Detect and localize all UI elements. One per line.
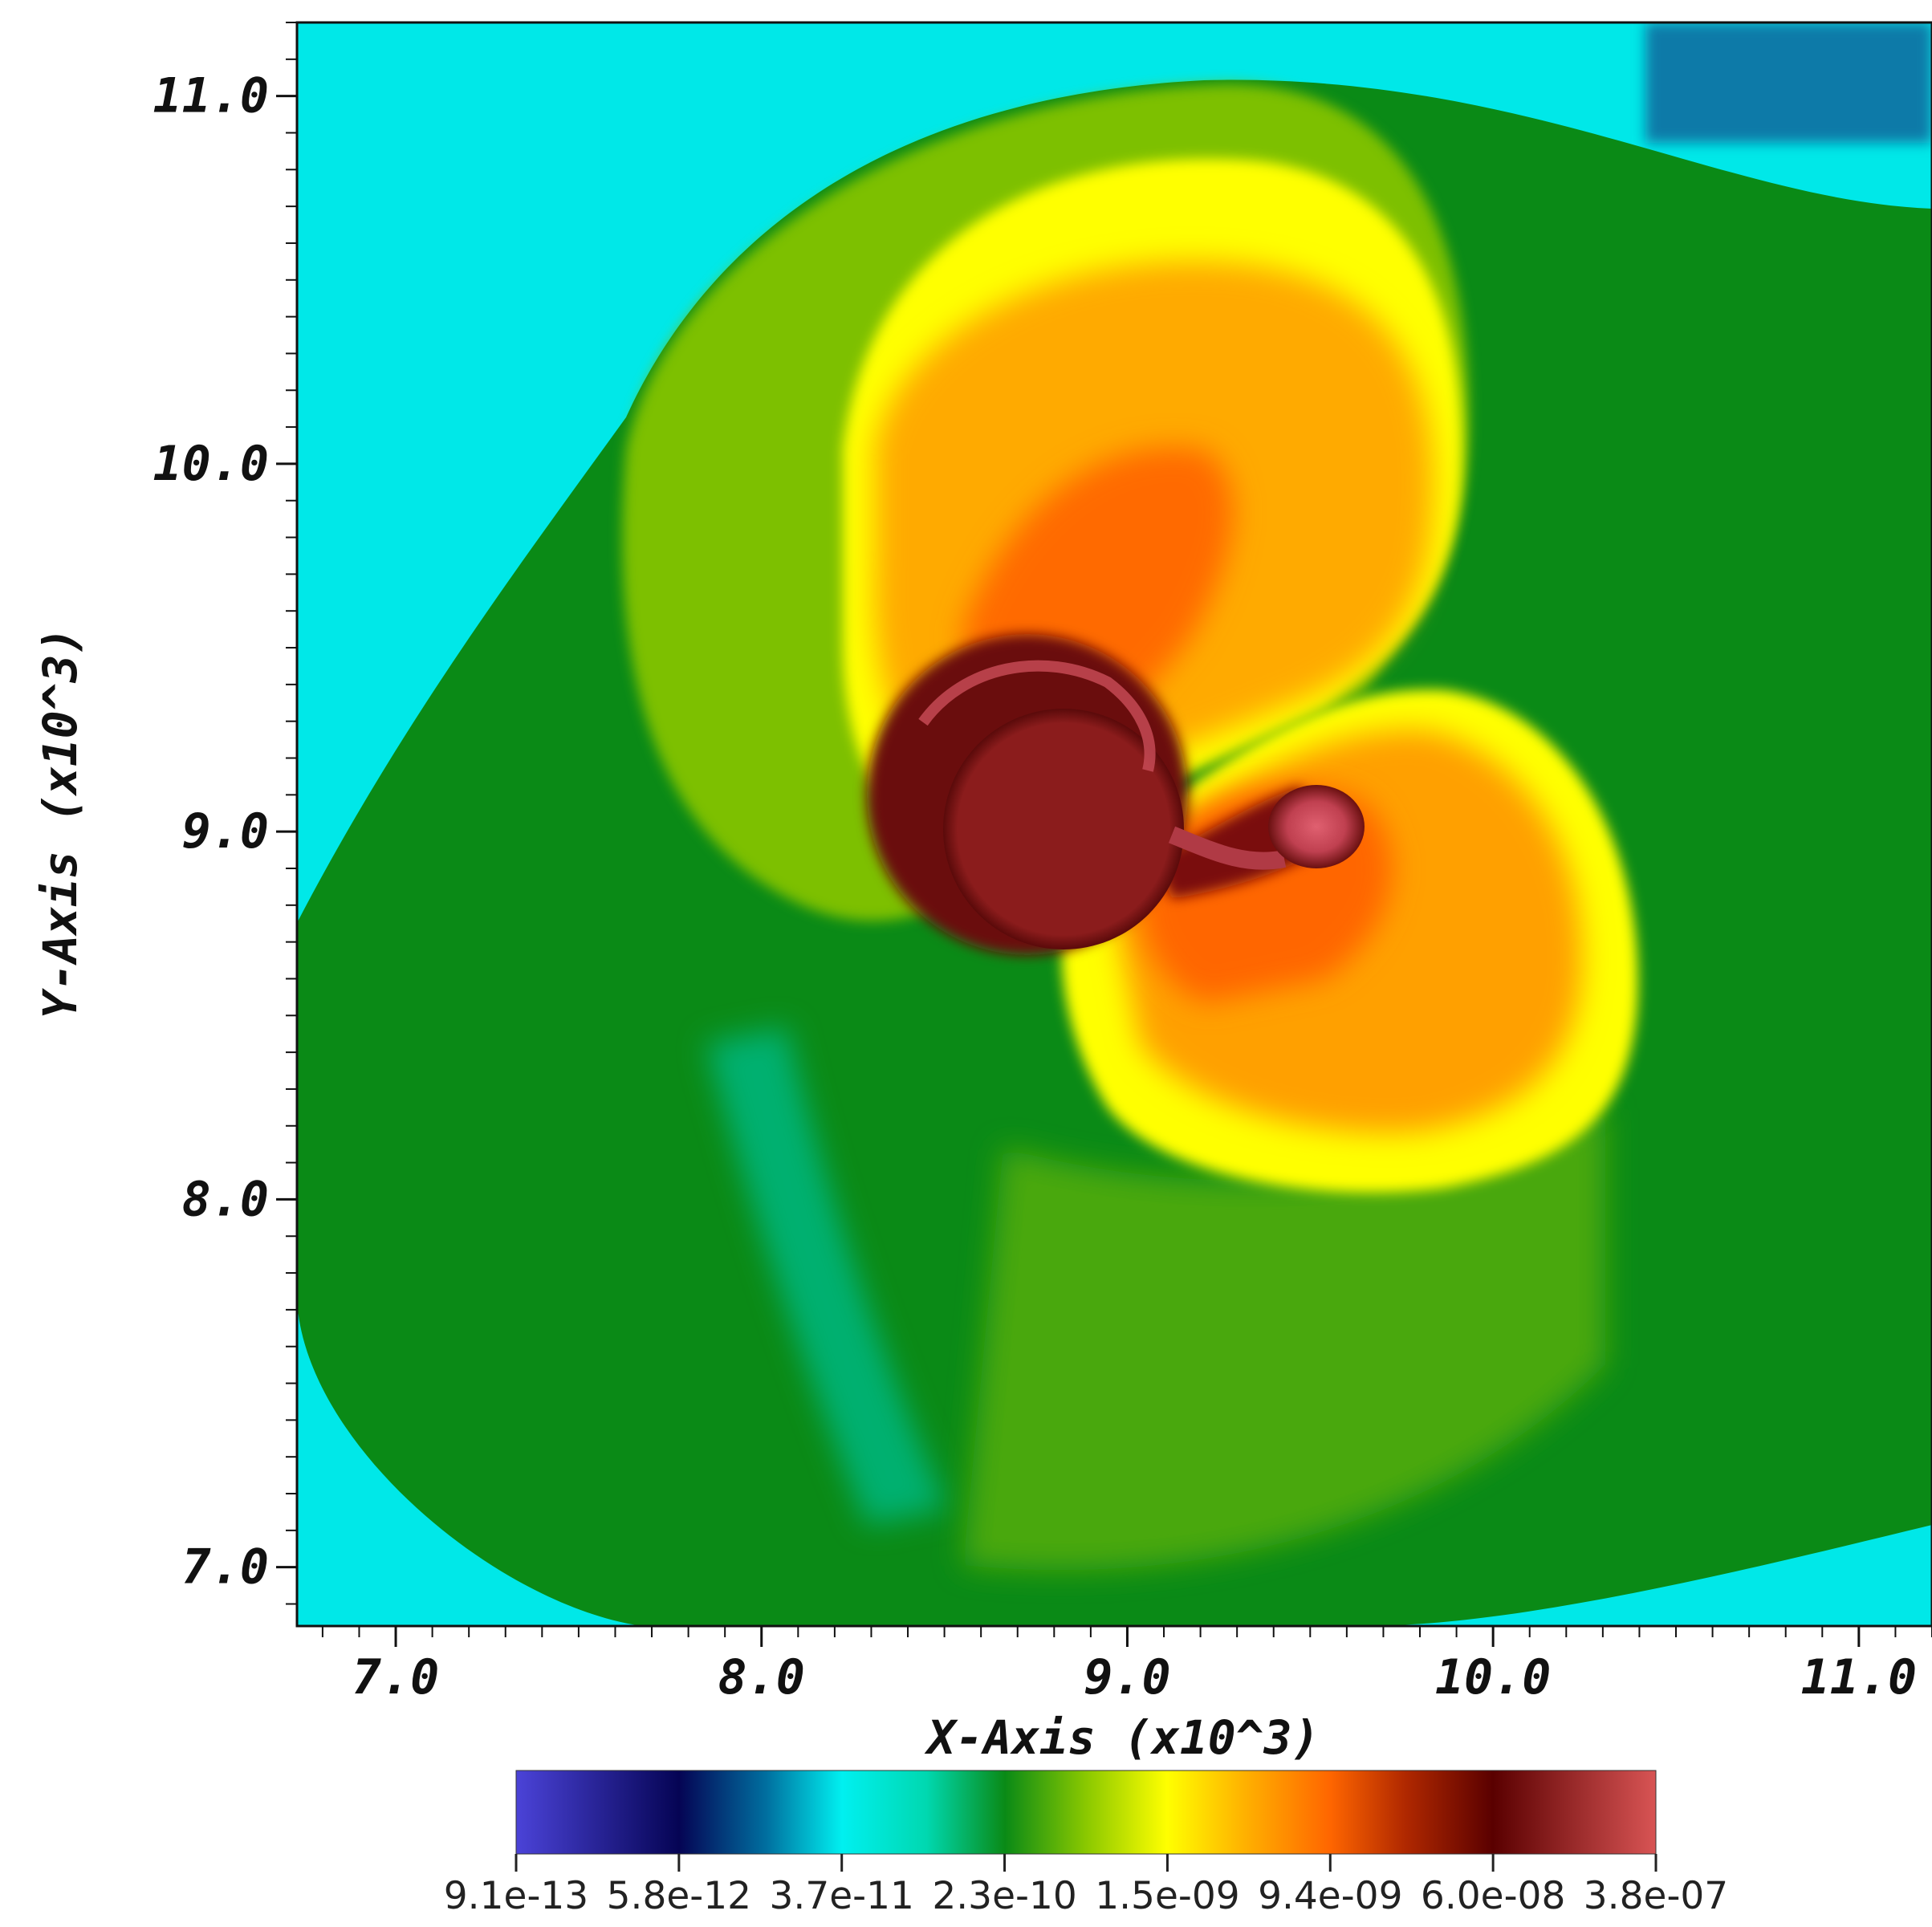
colorbar-ticks: 9.1e-13 5.8e-12 3.7e-11 2.3e-10 1.5e-09 9.4e-… — [444, 1854, 1728, 1918]
dense-core — [943, 709, 1184, 949]
colorbar: 9.1e-13 5.8e-12 3.7e-11 2.3e-10 1.5e-09 9.4e-… — [444, 1770, 1728, 1918]
y-tick-label: 10.0 — [153, 436, 270, 492]
plot-frame — [295, 21, 1932, 1628]
x-tick-label: 11.0 — [1801, 1649, 1918, 1705]
secondary-clump — [1268, 785, 1365, 868]
colorbar-tick-label: 9.4e-09 — [1258, 1874, 1402, 1918]
y-tick-label: 9.0 — [182, 803, 269, 860]
x-tick-label: 7.0 — [352, 1649, 439, 1705]
y-tick-label: 11.0 — [153, 68, 270, 124]
heatmap-field — [297, 22, 1932, 1626]
y-axis: 7.0 8.0 9.0 10.0 11.0 — [153, 22, 297, 1605]
y-axis-title: Y-Axis (x10^3) — [33, 627, 87, 1019]
x-tick-label: 9.0 — [1084, 1649, 1170, 1705]
x-axis-title: X-Axis (x10^3) — [924, 1710, 1320, 1765]
colorbar-tick-label: 3.8e-07 — [1584, 1874, 1728, 1918]
colorbar-tick-label: 5.8e-12 — [607, 1874, 751, 1918]
x-tick-label: 8.0 — [718, 1649, 805, 1705]
colorbar-gradient — [515, 1770, 1657, 1855]
colorbar-tick-label: 1.5e-09 — [1095, 1874, 1239, 1918]
x-tick-label: 10.0 — [1435, 1649, 1552, 1705]
y-tick-label: 7.0 — [182, 1539, 269, 1596]
colorbar-tick-label: 3.7e-11 — [769, 1874, 913, 1918]
x-axis: 7.0 8.0 9.0 10.0 11.0 — [321, 1626, 1932, 1705]
colorbar-tick-label: 6.0e-08 — [1421, 1874, 1565, 1918]
colorbar-tick-label: 9.1e-13 — [444, 1874, 588, 1918]
colorbar-tick-label: 2.3e-10 — [932, 1874, 1076, 1918]
y-tick-label: 8.0 — [182, 1171, 269, 1227]
